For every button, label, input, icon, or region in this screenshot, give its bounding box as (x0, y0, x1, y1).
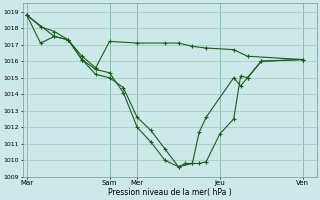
X-axis label: Pression niveau de la mer( hPa ): Pression niveau de la mer( hPa ) (108, 188, 231, 197)
